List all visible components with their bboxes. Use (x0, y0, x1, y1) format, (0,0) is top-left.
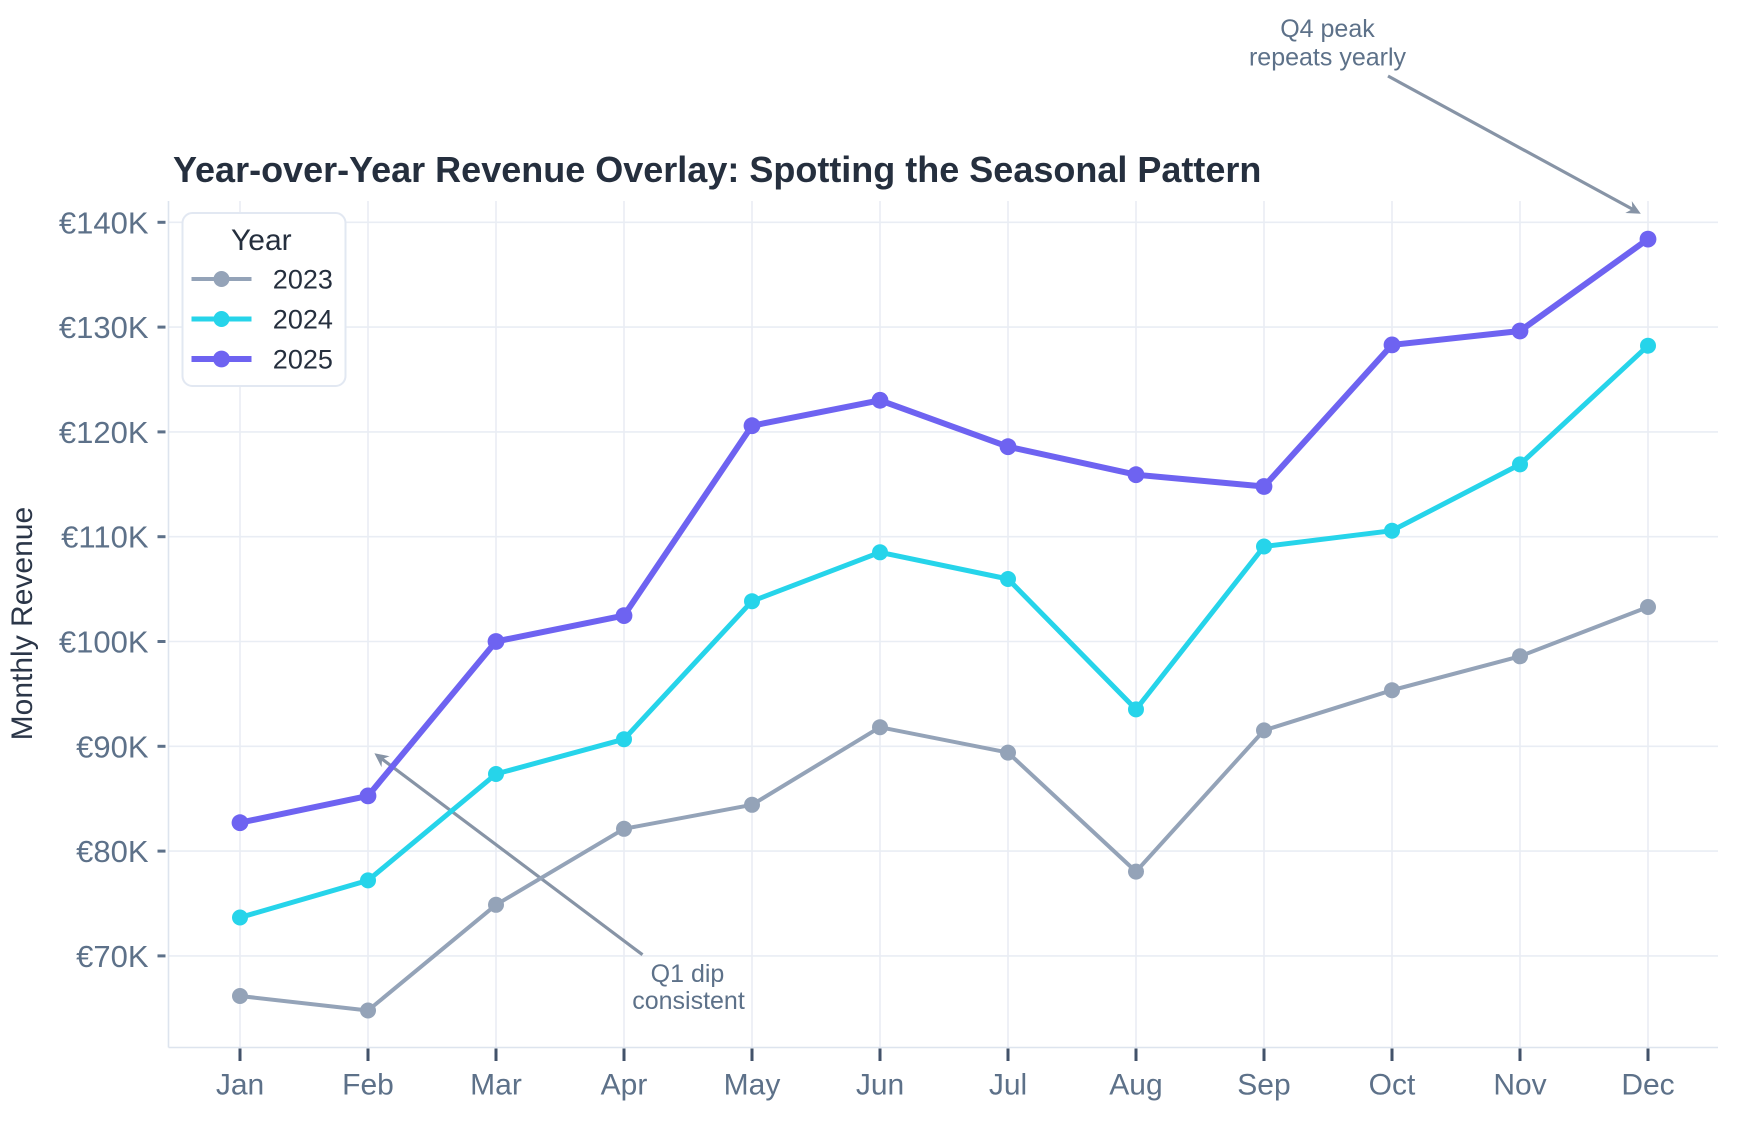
svg-text:Q1 dip: Q1 dip (651, 960, 725, 988)
svg-text:Feb: Feb (342, 1069, 394, 1102)
svg-text:Q4 peak: Q4 peak (1280, 15, 1375, 43)
svg-text:2023: 2023 (273, 265, 333, 295)
svg-text:Dec: Dec (1621, 1069, 1674, 1102)
svg-text:Year: Year (231, 224, 292, 257)
svg-text:consistent: consistent (632, 987, 745, 1015)
svg-text:Jul: Jul (989, 1069, 1027, 1102)
svg-text:2024: 2024 (273, 305, 333, 335)
svg-text:Monthly Revenue: Monthly Revenue (6, 507, 39, 740)
svg-text:€140K: €140K (59, 205, 149, 240)
svg-text:€100K: €100K (59, 625, 149, 660)
svg-text:€130K: €130K (59, 310, 149, 345)
svg-text:Nov: Nov (1493, 1069, 1546, 1102)
svg-text:Mar: Mar (470, 1069, 522, 1102)
svg-text:Oct: Oct (1369, 1069, 1416, 1102)
svg-text:€70K: €70K (76, 939, 149, 974)
svg-text:€80K: €80K (76, 834, 149, 869)
svg-text:Jan: Jan (216, 1069, 264, 1102)
svg-text:Jun: Jun (856, 1069, 904, 1102)
svg-text:2025: 2025 (273, 345, 333, 375)
svg-text:Aug: Aug (1109, 1069, 1162, 1102)
svg-text:€90K: €90K (76, 729, 149, 764)
svg-text:Sep: Sep (1237, 1069, 1290, 1102)
svg-text:Year-over-Year Revenue Overlay: Year-over-Year Revenue Overlay: Spotting… (173, 149, 1261, 190)
svg-text:€120K: €120K (59, 415, 149, 450)
svg-text:Apr: Apr (601, 1069, 648, 1102)
svg-text:May: May (724, 1069, 781, 1102)
svg-text:€110K: €110K (61, 520, 149, 555)
svg-text:repeats yearly: repeats yearly (1249, 44, 1407, 72)
